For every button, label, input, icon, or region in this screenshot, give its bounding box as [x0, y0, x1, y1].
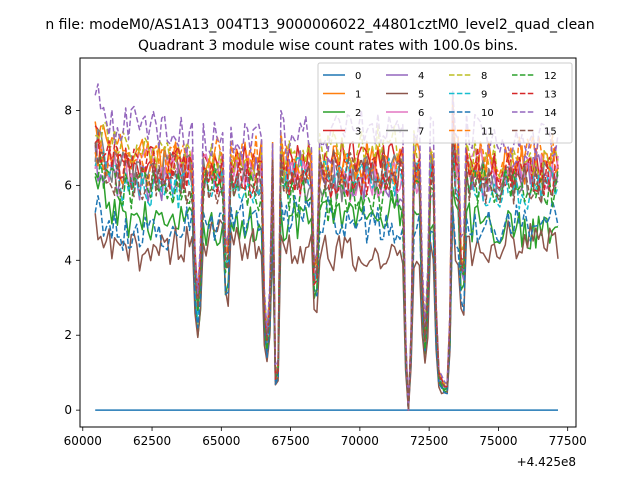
x-tick-label: 60000 [64, 434, 102, 448]
y-tick-label: 0 [64, 403, 72, 417]
legend-label: 0 [355, 71, 361, 82]
legend-label: 8 [481, 71, 487, 82]
legend-label: 5 [418, 90, 424, 101]
x-tick-label: 70000 [341, 434, 379, 448]
series-line-7 [94, 113, 559, 411]
y-tick-label: 4 [64, 253, 72, 267]
series-line-13 [94, 113, 558, 411]
legend-label: 10 [481, 108, 494, 119]
legend-label: 13 [544, 90, 557, 101]
legend-label: 11 [481, 127, 494, 138]
legend-label: 6 [418, 108, 424, 119]
x-offset-label: +4.425e8 [517, 455, 576, 469]
series-line-9 [94, 134, 559, 411]
series-line-14 [94, 83, 559, 411]
series-lines [94, 83, 559, 411]
y-tick-label: 8 [64, 103, 72, 117]
x-axis: 60000 62500 65000 67500 70000 72500 75000 77500 [64, 427, 587, 448]
legend-label: 7 [418, 127, 424, 138]
series-line-5 [94, 205, 559, 411]
legend-label: 12 [544, 71, 557, 82]
legend-box [317, 62, 573, 144]
plot-frame [79, 57, 577, 428]
x-tick-label: 77500 [549, 434, 587, 448]
x-tick-label: 75000 [479, 434, 517, 448]
legend-label: 15 [544, 127, 557, 138]
x-tick-label: 62500 [133, 434, 171, 448]
legend-label: 2 [355, 108, 361, 119]
legend-label: 4 [418, 71, 424, 82]
legend-label: 9 [481, 90, 487, 101]
x-tick-label: 65000 [202, 434, 240, 448]
series-line-10 [94, 194, 559, 411]
y-tick-label: 6 [64, 178, 72, 192]
legend-label: 1 [355, 90, 361, 101]
figure-suptitle: n file: modeM0/AS1A13_004T13_9000006022_… [45, 17, 594, 33]
axes-title: Quadrant 3 module wise count rates with … [138, 38, 518, 54]
legend-label: 14 [544, 108, 557, 119]
x-tick-label: 72500 [410, 434, 448, 448]
y-tick-label: 2 [64, 328, 72, 342]
x-tick-label: 67500 [271, 434, 309, 448]
series-line-15 [94, 132, 559, 411]
legend-label: 3 [355, 127, 361, 138]
series-line-11 [94, 111, 559, 411]
y-axis: 0 2 4 6 8 [64, 103, 80, 417]
